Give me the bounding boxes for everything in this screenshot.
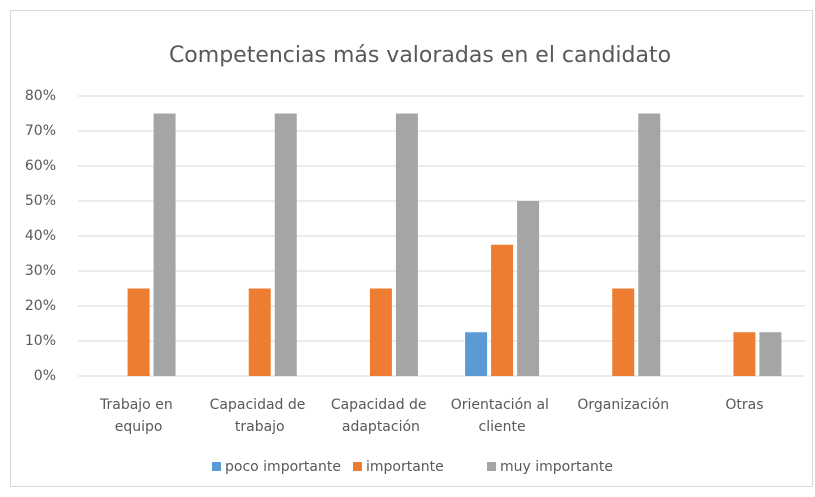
bar	[491, 244, 514, 376]
x-tick-label: Organización	[577, 397, 669, 413]
y-tick-label: 60%	[25, 158, 56, 174]
y-tick-label: 40%	[25, 228, 56, 244]
y-tick-label: 80%	[25, 88, 56, 104]
bar	[369, 288, 392, 376]
y-tick-label: 30%	[25, 263, 56, 279]
x-tick-label: Trabajo en equipo	[99, 397, 177, 435]
legend-label: poco importante	[225, 459, 341, 475]
bar	[638, 113, 661, 376]
bar	[248, 288, 271, 376]
bar	[612, 288, 635, 376]
x-tick-label: Capacidad de adaptación	[331, 397, 431, 435]
bar	[153, 113, 176, 376]
chart-title: Competencias más valoradas en el candida…	[169, 43, 671, 68]
y-tick-label: 0%	[34, 368, 56, 384]
y-tick-label: 10%	[25, 333, 56, 349]
bar	[274, 113, 297, 376]
bar	[517, 201, 540, 376]
x-tick-label: Otras	[725, 397, 763, 413]
y-tick-label: 50%	[25, 193, 56, 209]
bar	[395, 113, 418, 376]
legend-swatch	[487, 462, 496, 471]
legend-label: importante	[366, 459, 444, 475]
x-tick-label: Orientación al cliente	[451, 397, 554, 435]
bar	[465, 332, 488, 376]
y-tick-label: 70%	[25, 123, 56, 139]
x-tick-label: Capacidad de trabajo	[210, 397, 310, 435]
legend-swatch	[212, 462, 221, 471]
bar	[759, 332, 782, 376]
legend-label: muy importante	[500, 459, 613, 475]
bar	[127, 288, 150, 376]
legend-swatch	[353, 462, 362, 471]
bar	[733, 332, 756, 376]
y-tick-label: 20%	[25, 298, 56, 314]
